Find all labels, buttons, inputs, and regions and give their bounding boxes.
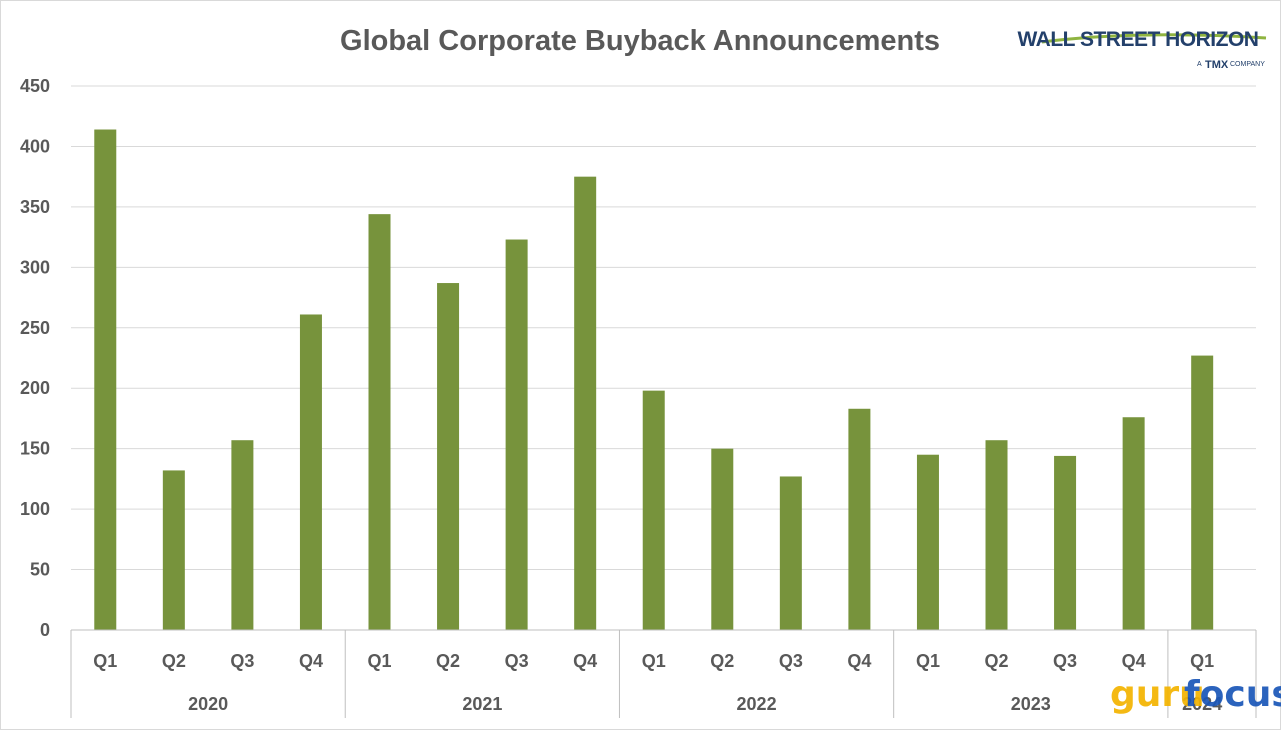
y-axis-ticks: 0 50 100 150 200 250 300 350 400 450 [20, 76, 50, 640]
wall-street-horizon-logo: WALL STREET HORIZON A TMX COMPANY [1018, 28, 1267, 71]
y-tick-label: 0 [40, 620, 50, 640]
bar [642, 390, 665, 630]
bar [1122, 417, 1145, 630]
watermark-focus: focus [1184, 674, 1281, 715]
x-tick-label: Q2 [162, 651, 186, 671]
x-group-label: 2020 [188, 694, 228, 714]
bar [505, 239, 528, 631]
x-axis-year-groups: 2020 2021 2022 2023 2024 [188, 694, 1222, 714]
y-tick-label: 250 [20, 318, 50, 338]
x-tick-label: Q1 [93, 651, 117, 671]
bar [437, 283, 460, 630]
x-tick-label: Q1 [916, 651, 940, 671]
y-tick-label: 450 [20, 76, 50, 96]
x-tick-label: Q2 [710, 651, 734, 671]
x-group-label: 2023 [1011, 694, 1051, 714]
chart-title: Global Corporate Buyback Announcements [340, 25, 940, 57]
logo-sub-tmx: TMX [1205, 59, 1229, 71]
category-axis [70, 629, 1257, 718]
logo-swoosh [1041, 33, 1267, 44]
bar [1054, 455, 1077, 630]
x-tick-label: Q3 [779, 651, 803, 671]
logo-sub-a: A [1197, 61, 1202, 68]
bar [848, 408, 871, 630]
x-tick-label: Q2 [985, 651, 1009, 671]
x-tick-label: Q1 [642, 651, 666, 671]
x-group-label: 2021 [462, 694, 502, 714]
x-tick-label: Q1 [1190, 651, 1214, 671]
bar [231, 440, 254, 630]
y-tick-label: 50 [30, 560, 50, 580]
y-tick-label: 150 [20, 439, 50, 459]
y-tick-label: 100 [20, 499, 50, 519]
x-group-label: 2022 [737, 694, 777, 714]
x-tick-label: Q3 [1053, 651, 1077, 671]
bar [711, 448, 734, 630]
bar [299, 314, 322, 630]
x-tick-label: Q2 [436, 651, 460, 671]
bar [94, 129, 117, 630]
gurufocus-watermark: guru focus [1110, 674, 1281, 715]
x-tick-label: Q3 [505, 651, 529, 671]
x-tick-label: Q1 [367, 651, 391, 671]
y-tick-label: 300 [20, 257, 50, 277]
bar [916, 454, 939, 630]
x-group-label: 2024 [1182, 694, 1222, 714]
x-axis-categories: Q1 Q2 Q3 Q4 Q1 Q2 Q3 Q4 Q1 Q2 Q3 Q4 Q1 Q2 Q3 Q4 Q1 [93, 651, 1214, 671]
bar [574, 176, 597, 630]
x-tick-label: Q4 [299, 651, 323, 671]
y-tick-label: 400 [20, 136, 50, 156]
x-tick-label: Q4 [847, 651, 871, 671]
x-tick-label: Q4 [573, 651, 597, 671]
bar [368, 214, 391, 631]
bar [1191, 355, 1214, 630]
bar [779, 476, 802, 630]
bars [94, 129, 1214, 631]
bar [162, 470, 185, 630]
bar [985, 440, 1008, 630]
watermark-guru: guru [1110, 674, 1205, 715]
y-tick-label: 350 [20, 197, 50, 217]
logo-sub-company: COMPANY [1230, 61, 1265, 68]
x-tick-label: Q4 [1122, 651, 1146, 671]
y-tick-label: 200 [20, 378, 50, 398]
x-tick-label: Q3 [230, 651, 254, 671]
logo-text: WALL STREET HORIZON [1018, 28, 1259, 51]
